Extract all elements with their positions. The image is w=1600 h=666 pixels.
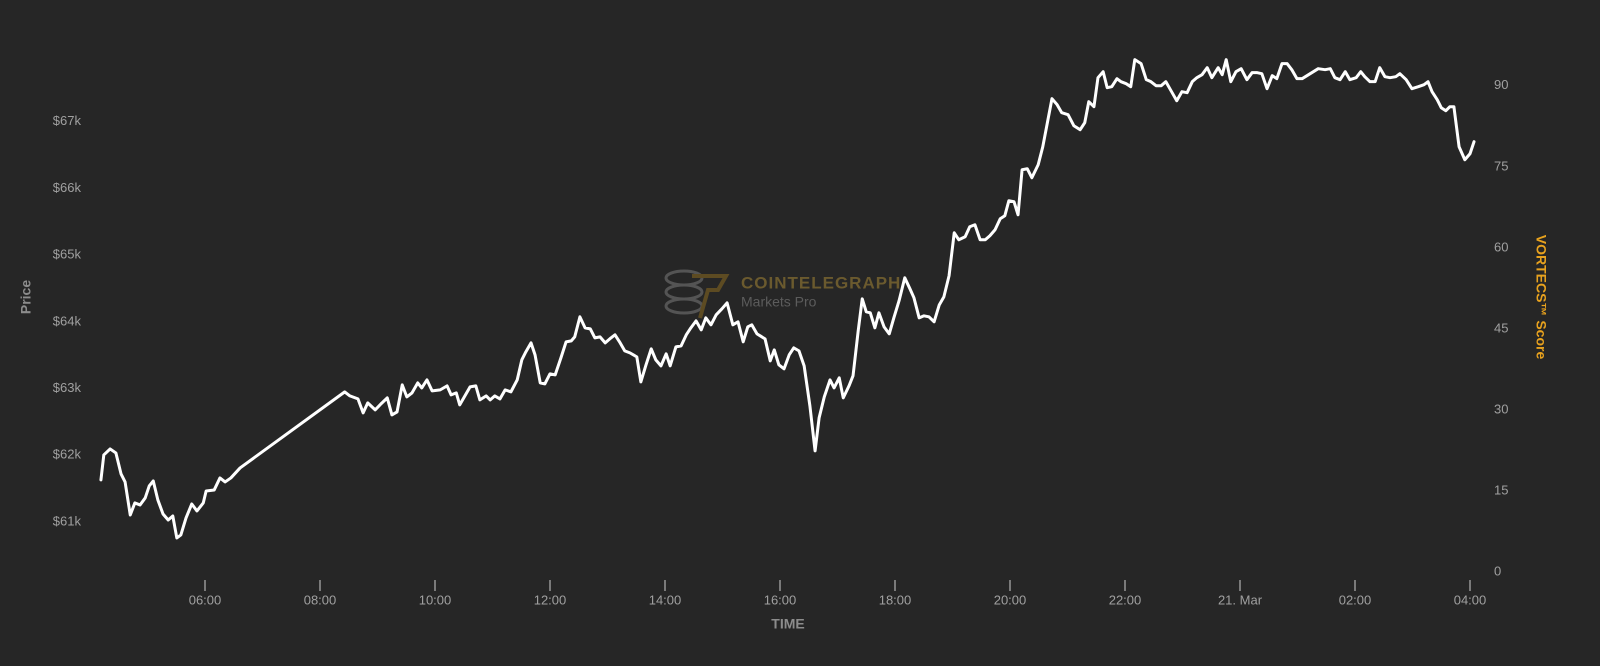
y-tick-label: $64k xyxy=(53,313,82,328)
x-tick-label: 22:00 xyxy=(1109,592,1142,607)
y2-tick-label: 15 xyxy=(1494,482,1508,497)
y2-tick-label: 90 xyxy=(1494,77,1508,92)
x-tick-label: 02:00 xyxy=(1339,592,1372,607)
x-tick-label: 14:00 xyxy=(649,592,682,607)
x-tick-label: 04:00 xyxy=(1454,592,1487,607)
x-axis-title: TIME xyxy=(771,616,804,632)
y-axis-title: Price xyxy=(18,280,34,314)
y2-axis-title: VORTECS™ Score xyxy=(1533,235,1549,360)
x-tick-label: 06:00 xyxy=(189,592,222,607)
y-tick-label: $63k xyxy=(53,380,82,395)
x-tick-label: 20:00 xyxy=(994,592,1027,607)
y-tick-label: $62k xyxy=(53,447,82,462)
y2-tick-label: 0 xyxy=(1494,563,1501,578)
watermark-subtitle: Markets Pro xyxy=(741,294,817,310)
y-tick-label: $67k xyxy=(53,113,82,128)
y2-tick-label: 45 xyxy=(1494,320,1508,335)
watermark-logo xyxy=(664,269,730,319)
x-tick-label: 21. Mar xyxy=(1218,592,1263,607)
x-tick-label: 08:00 xyxy=(304,592,337,607)
x-tick-label: 12:00 xyxy=(534,592,567,607)
y2-tick-label: 75 xyxy=(1494,158,1508,173)
x-tick-label: 18:00 xyxy=(879,592,912,607)
logo-mark xyxy=(692,274,730,319)
watermark-title: COINTELEGRAPH xyxy=(741,273,901,292)
y2-tick-label: 30 xyxy=(1494,401,1508,416)
y-tick-label: $61k xyxy=(53,513,82,528)
y2-tick-label: 60 xyxy=(1494,239,1508,254)
y-tick-label: $66k xyxy=(53,180,82,195)
y-tick-label: $65k xyxy=(53,247,82,262)
x-tick-label: 16:00 xyxy=(764,592,797,607)
price-line xyxy=(99,58,1476,540)
x-tick-label: 10:00 xyxy=(419,592,452,607)
